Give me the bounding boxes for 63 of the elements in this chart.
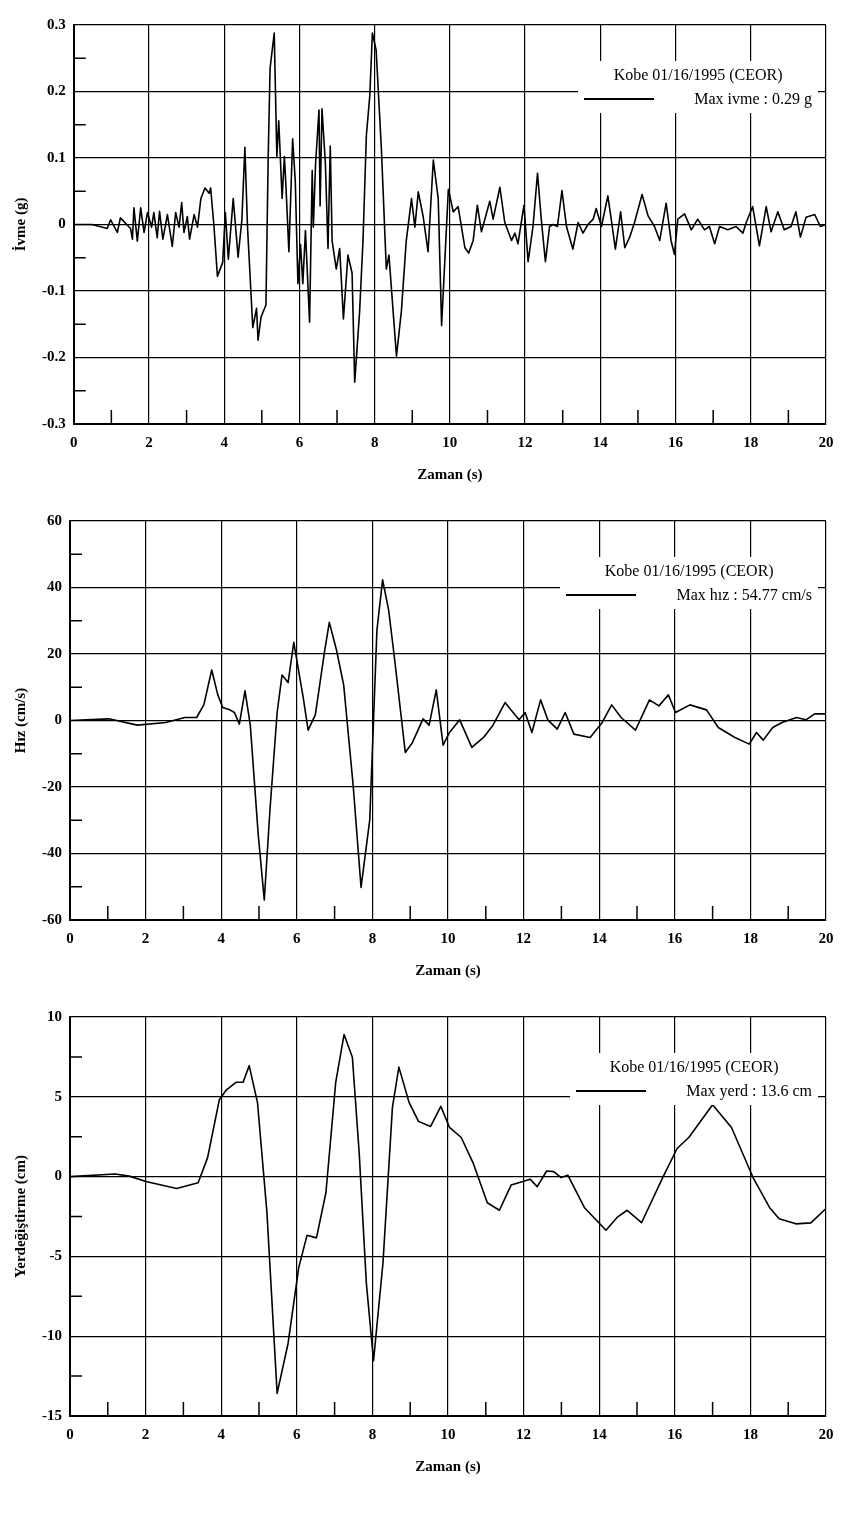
y-axis-title: İvme (g)	[11, 197, 29, 252]
x-tick-label: 10	[440, 1425, 456, 1442]
x-tick-label: 18	[743, 433, 759, 450]
x-tick-label: 8	[368, 929, 377, 946]
y-tick-label: 0.3	[47, 15, 66, 32]
x-tick-label: 18	[742, 929, 758, 946]
x-tick-label: 10	[442, 433, 458, 450]
x-tick-label: 6	[295, 433, 304, 450]
y-tick-label: -5	[49, 1247, 62, 1264]
x-tick-label: 4	[217, 1425, 226, 1442]
x-tick-label: 20	[818, 1425, 834, 1442]
legend-title: Kobe 01/16/1995 (CEOR)	[612, 65, 784, 86]
x-tick-label: 4	[220, 433, 229, 450]
x-tick-label: 14	[592, 433, 609, 450]
x-axis-title: Zaman (s)	[415, 1457, 481, 1475]
y-tick-label: 10	[47, 1007, 62, 1024]
x-tick-label: 2	[141, 1425, 150, 1442]
x-tick-label: 20	[818, 433, 834, 450]
text: Max hız : 54.77 cm/s	[676, 585, 812, 605]
x-tick-label: 2	[145, 433, 153, 450]
x-tick-label: 6	[293, 929, 302, 946]
y-tick-label: 0	[54, 711, 62, 728]
y-tick-label: -15	[42, 1406, 62, 1423]
y-axis-title: Hız (cm/s)	[11, 687, 29, 754]
x-tick-label: 0	[70, 433, 78, 450]
y-tick-label: -20	[42, 777, 62, 794]
legend-title: Kobe 01/16/1995 (CEOR)	[603, 561, 775, 582]
x-tick-label: 2	[141, 929, 150, 946]
x-tick-label: 6	[293, 1425, 302, 1442]
x-axis-title: Zaman (s)	[415, 961, 481, 979]
y-tick-label: 5	[54, 1087, 62, 1104]
y-tick-label: -0.2	[42, 348, 66, 365]
y-tick-label: -0.1	[42, 281, 66, 298]
y-axis-title: Yerdeğiştirme (cm)	[11, 1155, 29, 1278]
x-tick-label: 10	[440, 929, 456, 946]
x-tick-label: 16	[668, 433, 684, 450]
y-tick-label: 40	[47, 578, 62, 595]
x-tick-label: 20	[818, 929, 834, 946]
y-tick-label: 60	[47, 511, 62, 528]
x-tick-label: 14	[591, 929, 608, 946]
y-tick-label: -60	[42, 910, 62, 927]
y-tick-label: 0	[58, 215, 66, 232]
y-tick-label: 0.1	[47, 148, 66, 165]
y-tick-label: -10	[42, 1327, 62, 1344]
x-tick-label: 12	[516, 929, 532, 946]
y-tick-label: 20	[47, 644, 62, 661]
x-tick-label: 8	[368, 1425, 377, 1442]
legend-title: Kobe 01/16/1995 (CEOR)	[608, 1057, 780, 1078]
x-tick-label: 4	[217, 929, 226, 946]
y-tick-label: 0	[54, 1167, 62, 1184]
text: Max ivme : 0.29 g	[694, 89, 812, 110]
y-tick-label: -40	[42, 844, 62, 861]
x-tick-label: 12	[517, 433, 533, 450]
x-tick-label: 8	[370, 433, 379, 450]
x-tick-label: 18	[742, 1425, 758, 1442]
x-tick-label: 16	[667, 1425, 683, 1442]
x-tick-label: 14	[591, 1425, 608, 1442]
y-tick-label: -0.3	[42, 414, 66, 431]
y-tick-label: 0.2	[47, 82, 66, 99]
x-tick-label: 16	[667, 929, 683, 946]
series-label: Max yerd : 13.6 cm	[686, 1081, 812, 1102]
x-tick-label: 12	[516, 1425, 532, 1442]
x-axis-title: Zaman (s)	[417, 465, 483, 483]
